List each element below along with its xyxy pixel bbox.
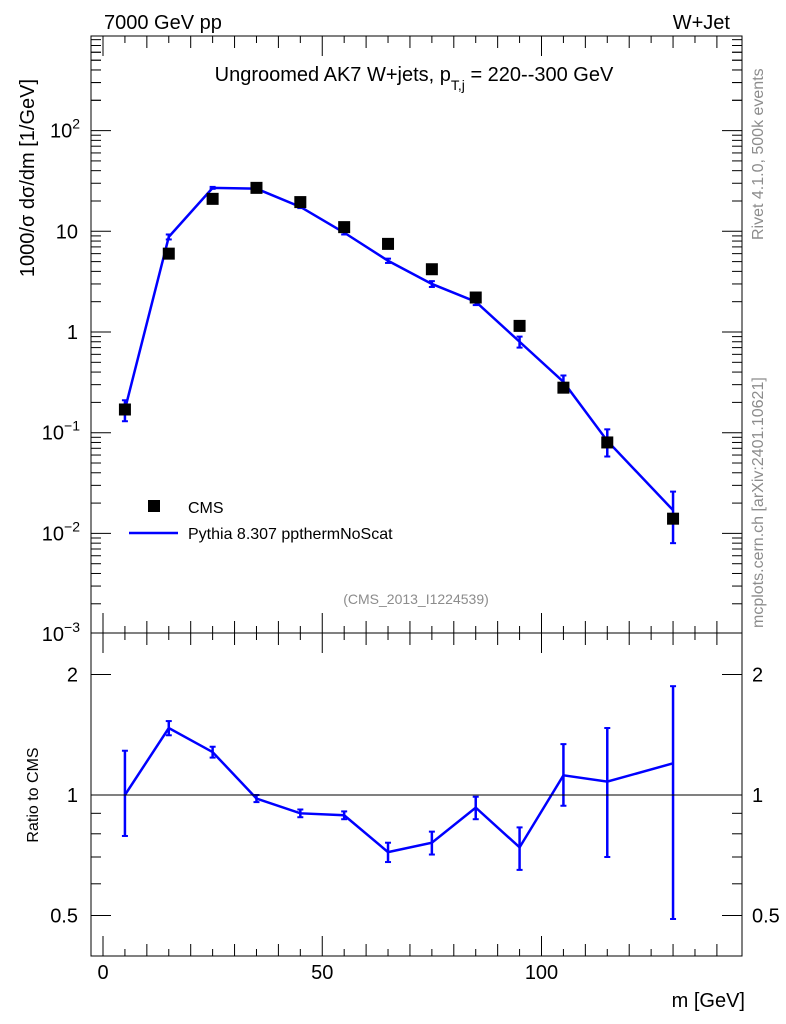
cms-data-point xyxy=(206,192,219,205)
ratio-y-axis: 0.5 0.5 1 1 2 2 xyxy=(50,665,780,928)
x-tick-label: 50 xyxy=(311,962,333,984)
main-plot-data xyxy=(118,181,680,545)
main-y-tick-exponent: −3 xyxy=(64,619,80,635)
x-tick-label: 0 xyxy=(97,962,108,984)
main-y-tick-label: 10 xyxy=(56,221,78,243)
main-y-tick-exponent: −2 xyxy=(64,518,80,534)
main-plot-frame xyxy=(90,35,743,634)
x-tick-label: 100 xyxy=(525,962,558,984)
ratio-y-axis-label: Ratio to CMS xyxy=(25,747,42,842)
ratio-y-tick-label-right: 2 xyxy=(752,665,763,687)
ratio-plot-data xyxy=(121,685,677,921)
main-y-tick-base: 10 xyxy=(42,523,64,545)
cms-data-point xyxy=(557,381,570,394)
reference-label: (CMS_2013_I1224539) xyxy=(343,591,489,607)
cms-data-point xyxy=(667,512,680,525)
main-y-axis-label: 1000/σ dσ/dm [1/GeV] xyxy=(17,79,39,277)
ratio-y-tick-label: 1 xyxy=(67,785,78,807)
ratio-y-tick-label-right: 0.5 xyxy=(752,906,780,928)
rivet-label: Rivet 4.1.0, 500k events xyxy=(750,68,767,240)
main-y-tick-exponent: −1 xyxy=(64,418,80,434)
legend: CMS Pythia 8.307 ppthermNoScat xyxy=(129,500,393,543)
legend-pythia-label: Pythia 8.307 ppthermNoScat xyxy=(188,526,393,543)
main-y-tick-base: 10 xyxy=(42,423,64,445)
cms-data-point xyxy=(162,247,175,260)
ratio-line xyxy=(123,726,674,854)
main-y-tick-label: 10−1 xyxy=(42,418,80,445)
main-y-tick-label: 1 xyxy=(67,322,78,344)
main-y-tick-label: 10−2 xyxy=(42,518,80,545)
ratio-y-tick-label-right: 1 xyxy=(752,785,763,807)
plot-title-main: Ungroomed AK7 W+jets, p xyxy=(215,64,451,86)
main-y-tick-exponent: 2 xyxy=(72,116,80,132)
cms-data-point xyxy=(118,403,131,416)
main-y-tick-base: 10 xyxy=(42,624,64,646)
cms-data-point xyxy=(250,181,263,194)
cms-data-point xyxy=(601,436,614,449)
x-axis-label: m [GeV] xyxy=(672,990,745,1012)
cms-data-point xyxy=(469,291,482,304)
header-right-label: W+Jet xyxy=(673,12,731,34)
legend-cms-marker xyxy=(148,500,160,512)
plot-title-rest: = 220--300 GeV xyxy=(465,64,614,86)
cms-data-point xyxy=(338,221,351,234)
ratio-y-tick-label: 0.5 xyxy=(50,906,78,928)
header-left-label: 7000 GeV pp xyxy=(104,12,222,34)
plot-title-subscript: T,j xyxy=(451,77,465,93)
x-axis: 0 50 100 xyxy=(97,36,718,984)
main-y-tick-label: 102 xyxy=(50,116,80,143)
mcplots-label: mcplots.cern.ch [arXiv:2401.10621] xyxy=(750,377,767,628)
legend-cms-label: CMS xyxy=(188,500,224,517)
main-y-tick-base: 10 xyxy=(50,121,72,143)
cms-data-point xyxy=(294,196,307,209)
cms-data-point xyxy=(513,319,526,332)
cms-data-point xyxy=(425,263,438,276)
pythia-line xyxy=(123,186,674,512)
ratio-y-tick-label: 2 xyxy=(67,665,78,687)
plot-title: Ungroomed AK7 W+jets, pT,j = 220--300 Ge… xyxy=(215,64,614,93)
cms-data-point xyxy=(382,237,395,250)
main-y-tick-label: 10−3 xyxy=(42,619,80,646)
